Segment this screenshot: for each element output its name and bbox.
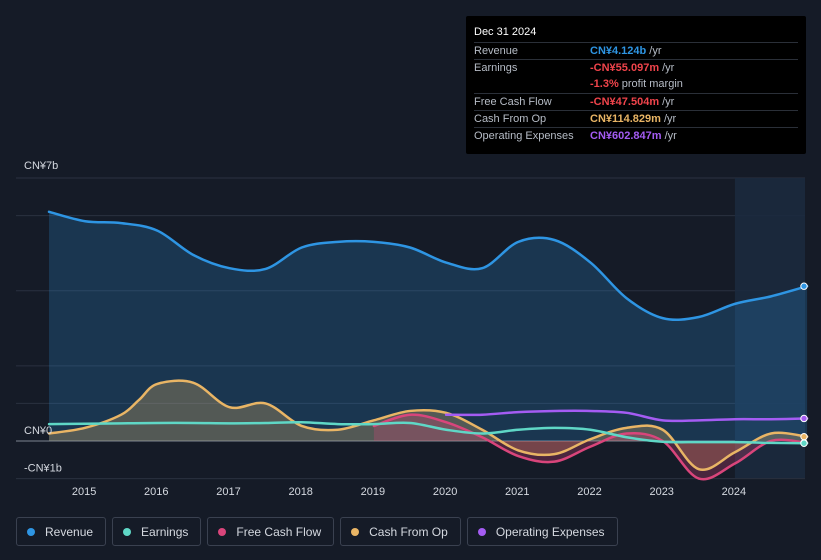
x-tick-label: 2021	[505, 486, 529, 498]
tooltip-row-label: Cash From Op	[474, 113, 547, 125]
x-axis-labels: 2015 2016 2017 2018 2019 2020 2021 2022 2023 2024	[72, 486, 746, 498]
x-tick-label: 2017	[216, 486, 240, 498]
x-tick-label: 2022	[577, 486, 601, 498]
revenue-end-point	[800, 282, 808, 290]
legend-dot-icon	[27, 527, 35, 536]
tooltip-row-unit: /yr	[662, 96, 675, 108]
tooltip-row: Revenue CN¥4.124b/yr	[474, 42, 798, 59]
data-tooltip: Dec 31 2024 Revenue CN¥4.124b/yr Earnings -…	[466, 16, 806, 154]
tooltip-row-unit: /yr	[649, 45, 662, 57]
tooltip-row-value: -CN¥47.504m	[590, 96, 660, 108]
legend-label: Operating Expenses	[495, 524, 605, 539]
x-tick-label: 2023	[649, 486, 673, 498]
tooltip-row-label	[474, 76, 590, 93]
cash-from-op-line	[47, 379, 809, 472]
tooltip-row-unit: /yr	[664, 130, 677, 142]
tooltip-row: -1.3% profit margin	[474, 76, 798, 93]
legend-item-revenue[interactable]: Revenue	[16, 517, 107, 546]
operating-expenses-line	[444, 409, 809, 423]
legend-label: Cash From Op	[369, 524, 448, 539]
tooltip-rows: Revenue CN¥4.124b/yr Earnings -CN¥55.097m/y…	[474, 42, 798, 144]
legend-item-operating-expenses[interactable]: Operating Expenses	[466, 517, 618, 546]
tooltip-row-unit: /yr	[663, 113, 677, 125]
tooltip-row: Operating Expenses CN¥602.847m/yr	[474, 127, 798, 144]
x-tick-label: 2015	[72, 486, 96, 498]
legend-dot-icon	[351, 527, 360, 536]
tooltip-row-value: -CN¥55.097m	[590, 62, 660, 74]
series-areas	[49, 211, 808, 480]
y-tick-label: CN¥0	[24, 425, 52, 437]
x-tick-label: 2016	[144, 486, 168, 498]
tooltip-row-label: Earnings	[474, 62, 518, 74]
tooltip-row: Cash From Op CN¥114.829m/yr	[474, 110, 798, 127]
earnings-end-point	[800, 439, 808, 447]
legend-label: Free Cash Flow	[236, 524, 322, 539]
y-tick-label: -CN¥1b	[24, 463, 62, 475]
tooltip-row-label: Free Cash Flow	[474, 96, 552, 108]
x-tick-label: 2019	[361, 486, 385, 498]
tooltip-row-unit: /yr	[662, 62, 675, 74]
tooltip-row-value: CN¥114.829m	[590, 113, 661, 125]
tooltip-row-label: Revenue	[474, 45, 519, 57]
legend-label: Earnings	[141, 524, 189, 539]
grid-lines	[16, 177, 805, 480]
highlight-band	[734, 178, 805, 478]
legend-label: Revenue	[45, 524, 94, 539]
legend-item-cash-from-op[interactable]: Cash From Op	[340, 517, 461, 546]
legend-dot-icon	[123, 527, 132, 536]
chart-legend: Revenue Earnings Free Cash Flow Cash From O…	[16, 517, 618, 546]
earnings-line	[47, 420, 809, 445]
series-lines	[47, 210, 809, 481]
operating-expenses-end-point	[800, 414, 808, 423]
free-cash-flow-line	[372, 413, 809, 481]
y-axis-labels: CN¥7b CN¥0 -CN¥1b	[24, 160, 62, 475]
revenue-area	[49, 211, 808, 441]
free-cash-flow-area	[373, 414, 808, 480]
x-tick-label: 2018	[288, 486, 312, 498]
tooltip-row-value: -1.3%	[590, 78, 619, 90]
tooltip-row: Earnings -CN¥55.097m/yr	[474, 59, 798, 76]
legend-dot-icon	[218, 527, 227, 536]
tooltip-row-value: CN¥602.847m	[590, 130, 662, 142]
tooltip-row: Free Cash Flow -CN¥47.504m/yr	[474, 93, 798, 110]
legend-item-earnings[interactable]: Earnings	[112, 517, 202, 546]
y-tick-label: CN¥7b	[24, 160, 58, 172]
tooltip-date: Dec 31 2024	[474, 26, 537, 38]
legend-item-free-cash-flow[interactable]: Free Cash Flow	[207, 517, 335, 546]
legend-dot-icon	[477, 527, 486, 536]
revenue-line	[47, 210, 809, 322]
tooltip-row-label: Operating Expenses	[474, 130, 574, 142]
tooltip-row-value: CN¥4.124b	[590, 45, 647, 57]
cash-from-op-end-point	[800, 432, 808, 441]
series-end-points	[800, 282, 808, 447]
x-tick-label: 2024	[722, 486, 746, 498]
tooltip-row-unit: profit margin	[621, 78, 683, 90]
highlight-region	[734, 178, 805, 478]
x-tick-label: 2020	[433, 486, 457, 498]
